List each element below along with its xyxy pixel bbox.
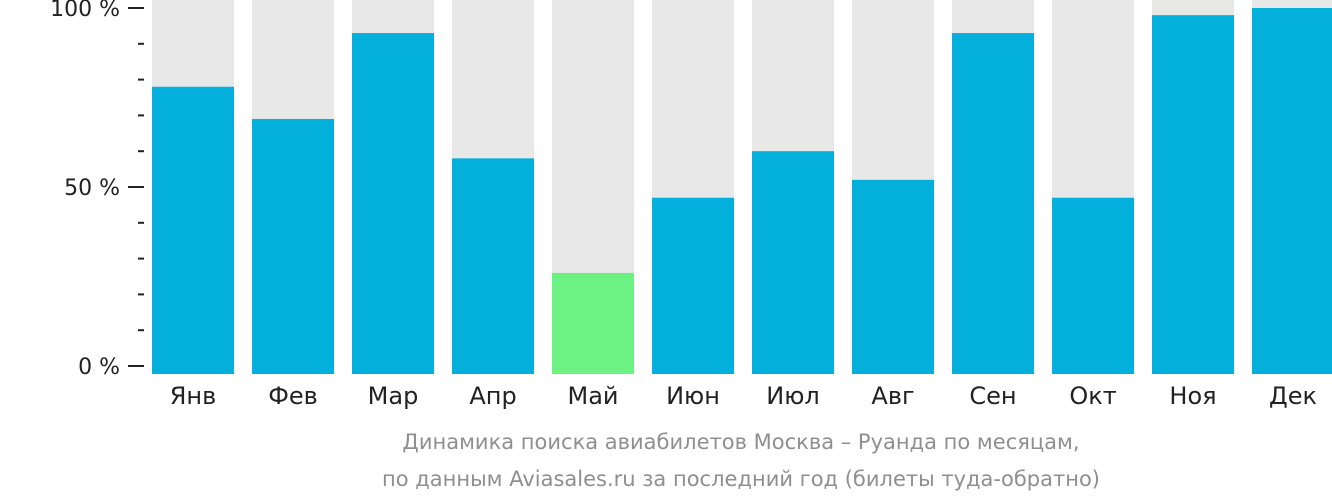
y-axis: 100 % 50 % 0 % — [50, 0, 144, 380]
x-category-label: Ноя — [1169, 382, 1216, 410]
x-axis-labels: Янв Фев Мар Апр Май Июн Июл Авг Сен Окт Ноя Дек — [170, 382, 1317, 410]
x-category-label: Дек — [1269, 382, 1317, 410]
x-category-label: Окт — [1069, 382, 1116, 410]
x-category-label: Янв — [170, 382, 217, 410]
bar-9 — [952, 33, 1034, 375]
bar-11 — [1152, 15, 1234, 374]
chart-caption-line-2: по данным Aviasales.ru за последний год … — [382, 467, 1100, 491]
bar-6 — [652, 197, 734, 374]
bar-5 — [552, 272, 634, 374]
y-tick-label: 0 % — [78, 355, 120, 380]
bar-10 — [1052, 197, 1134, 374]
bar-2 — [252, 118, 334, 374]
y-tick-label: 100 % — [50, 0, 120, 22]
x-category-label: Июл — [766, 382, 820, 410]
bar-8 — [852, 179, 934, 374]
x-category-label: Авг — [871, 382, 914, 410]
bar-4 — [452, 158, 534, 374]
x-category-label: Июн — [666, 382, 720, 410]
x-category-label: Май — [567, 382, 618, 410]
bar-12 — [1252, 8, 1332, 374]
x-category-label: Мар — [368, 382, 419, 410]
bar-1 — [152, 86, 234, 374]
x-category-label: Сен — [969, 382, 1016, 410]
x-category-label: Апр — [469, 382, 516, 410]
bars — [152, 0, 1332, 375]
bar-3 — [352, 33, 434, 375]
chart-caption-line-1: Динамика поиска авиабилетов Москва – Руа… — [402, 430, 1080, 454]
x-category-label: Фев — [268, 382, 318, 410]
y-tick-label: 50 % — [64, 176, 120, 201]
bar-7 — [752, 151, 834, 374]
